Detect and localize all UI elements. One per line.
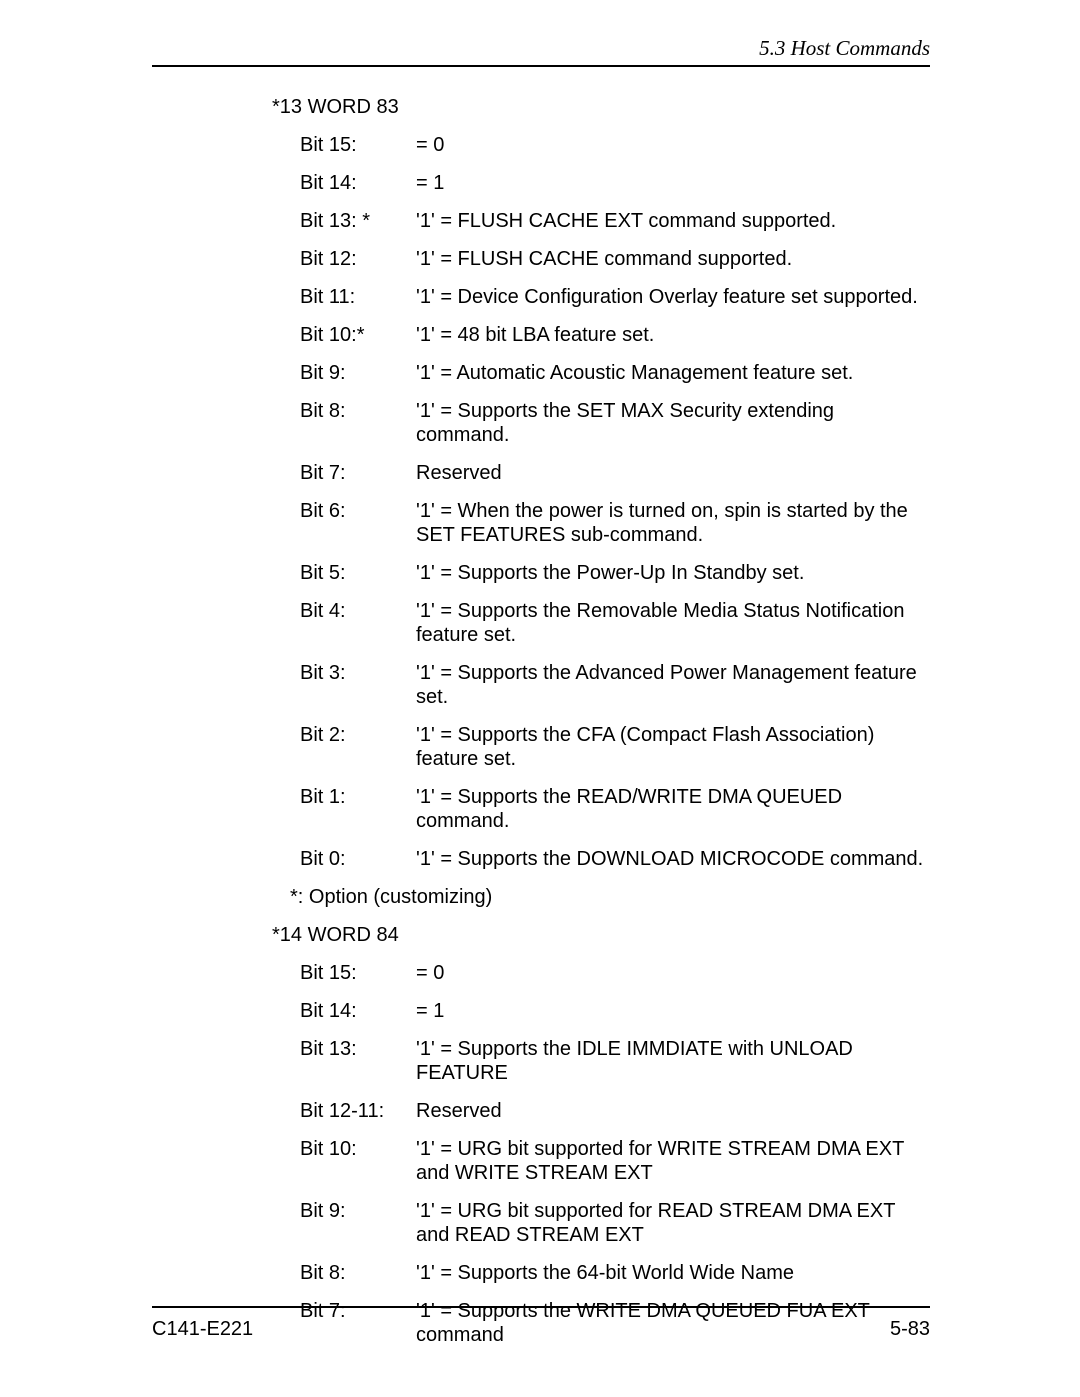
- bit-desc: '1' = Supports the SET MAX Security exte…: [416, 399, 930, 447]
- page: 5.3 Host Commands *13 WORD 83 Bit 15: = …: [0, 0, 1080, 1397]
- bit-desc: '1' = Supports the Removable Media Statu…: [416, 599, 930, 647]
- bit-desc: '1' = Supports the Power-Up In Standby s…: [416, 561, 930, 585]
- bit-row: Bit 13: '1' = Supports the IDLE IMMDIATE…: [300, 1037, 930, 1085]
- page-number: 5-83: [890, 1318, 930, 1341]
- bit-desc: '1' = Device Configuration Overlay featu…: [416, 285, 930, 309]
- word-83-title: *13 WORD 83: [272, 95, 930, 119]
- bit-desc: = 0: [416, 961, 930, 985]
- bit-label: Bit 5:: [300, 561, 416, 585]
- bit-desc: '1' = 48 bit LBA feature set.: [416, 323, 930, 347]
- bit-row: Bit 1: '1' = Supports the READ/WRITE DMA…: [300, 785, 930, 833]
- bit-row: Bit 9: '1' = Automatic Acoustic Manageme…: [300, 361, 930, 385]
- bit-row: Bit 14: = 1: [300, 999, 930, 1023]
- bit-desc: '1' = When the power is turned on, spin …: [416, 499, 930, 547]
- bit-row: Bit 15: = 0: [300, 961, 930, 985]
- bit-row: Bit 12: '1' = FLUSH CACHE command suppor…: [300, 247, 930, 271]
- header-rule: 5.3 Host Commands: [152, 36, 930, 67]
- bit-desc: '1' = Supports the READ/WRITE DMA QUEUED…: [416, 785, 930, 833]
- bit-row: Bit 12-11: Reserved: [300, 1099, 930, 1123]
- bit-label: Bit 4:: [300, 599, 416, 623]
- bit-label: Bit 0:: [300, 847, 416, 871]
- option-note: *: Option (customizing): [290, 885, 930, 909]
- bit-row: Bit 14: = 1: [300, 171, 930, 195]
- bit-label: Bit 13:: [300, 1037, 416, 1061]
- bit-label: Bit 14:: [300, 171, 416, 195]
- bit-desc: '1' = FLUSH CACHE command supported.: [416, 247, 930, 271]
- bit-row: Bit 9: '1' = URG bit supported for READ …: [300, 1199, 930, 1247]
- bit-row: Bit 2: '1' = Supports the CFA (Compact F…: [300, 723, 930, 771]
- bit-label: Bit 7:: [300, 461, 416, 485]
- page-footer: C141-E221 5-83: [152, 1306, 930, 1341]
- bit-desc: '1' = Automatic Acoustic Management feat…: [416, 361, 930, 385]
- bit-desc: '1' = Supports the CFA (Compact Flash As…: [416, 723, 930, 771]
- bit-label: Bit 14:: [300, 999, 416, 1023]
- bit-label: Bit 10:: [300, 1137, 416, 1161]
- bit-desc: '1' = FLUSH CACHE EXT command supported.: [416, 209, 930, 233]
- bit-row: Bit 13: * '1' = FLUSH CACHE EXT command …: [300, 209, 930, 233]
- bit-label: Bit 2:: [300, 723, 416, 747]
- bit-label: Bit 15:: [300, 133, 416, 157]
- content-body: *13 WORD 83 Bit 15: = 0 Bit 14: = 1 Bit …: [272, 95, 930, 1347]
- bit-desc: '1' = Supports the 64-bit World Wide Nam…: [416, 1261, 930, 1285]
- bit-desc: = 1: [416, 999, 930, 1023]
- bit-label: Bit 6:: [300, 499, 416, 523]
- bit-desc: = 0: [416, 133, 930, 157]
- bit-label: Bit 15:: [300, 961, 416, 985]
- bit-desc: '1' = Supports the Advanced Power Manage…: [416, 661, 930, 709]
- bit-desc: = 1: [416, 171, 930, 195]
- bit-desc: '1' = Supports the DOWNLOAD MICROCODE co…: [416, 847, 930, 871]
- bit-desc: '1' = URG bit supported for WRITE STREAM…: [416, 1137, 930, 1185]
- doc-number: C141-E221: [152, 1318, 253, 1341]
- bit-desc: '1' = URG bit supported for READ STREAM …: [416, 1199, 930, 1247]
- bit-row: Bit 0: '1' = Supports the DOWNLOAD MICRO…: [300, 847, 930, 871]
- bit-label: Bit 8:: [300, 399, 416, 423]
- bit-row: Bit 10:* '1' = 48 bit LBA feature set.: [300, 323, 930, 347]
- bit-row: Bit 4: '1' = Supports the Removable Medi…: [300, 599, 930, 647]
- bit-label: Bit 1:: [300, 785, 416, 809]
- bit-label: Bit 13: *: [300, 209, 416, 233]
- bit-desc: Reserved: [416, 461, 930, 485]
- bit-row: Bit 3: '1' = Supports the Advanced Power…: [300, 661, 930, 709]
- bit-label: Bit 3:: [300, 661, 416, 685]
- bit-label: Bit 12:: [300, 247, 416, 271]
- bit-row: Bit 5: '1' = Supports the Power-Up In St…: [300, 561, 930, 585]
- bit-label: Bit 12-11:: [300, 1099, 416, 1123]
- bit-row: Bit 8: '1' = Supports the SET MAX Securi…: [300, 399, 930, 447]
- bit-row: Bit 15: = 0: [300, 133, 930, 157]
- bit-label: Bit 9:: [300, 361, 416, 385]
- bit-desc: '1' = Supports the IDLE IMMDIATE with UN…: [416, 1037, 930, 1085]
- bit-desc: Reserved: [416, 1099, 930, 1123]
- bit-row: Bit 6: '1' = When the power is turned on…: [300, 499, 930, 547]
- section-header: 5.3 Host Commands: [152, 36, 930, 61]
- bit-label: Bit 8:: [300, 1261, 416, 1285]
- bit-row: Bit 11: '1' = Device Configuration Overl…: [300, 285, 930, 309]
- bit-row: Bit 7: Reserved: [300, 461, 930, 485]
- bit-label: Bit 11:: [300, 285, 416, 309]
- bit-label: Bit 9:: [300, 1199, 416, 1223]
- bit-label: Bit 10:*: [300, 323, 416, 347]
- word-84-title: *14 WORD 84: [272, 923, 930, 947]
- bit-row: Bit 8: '1' = Supports the 64-bit World W…: [300, 1261, 930, 1285]
- bit-row: Bit 10: '1' = URG bit supported for WRIT…: [300, 1137, 930, 1185]
